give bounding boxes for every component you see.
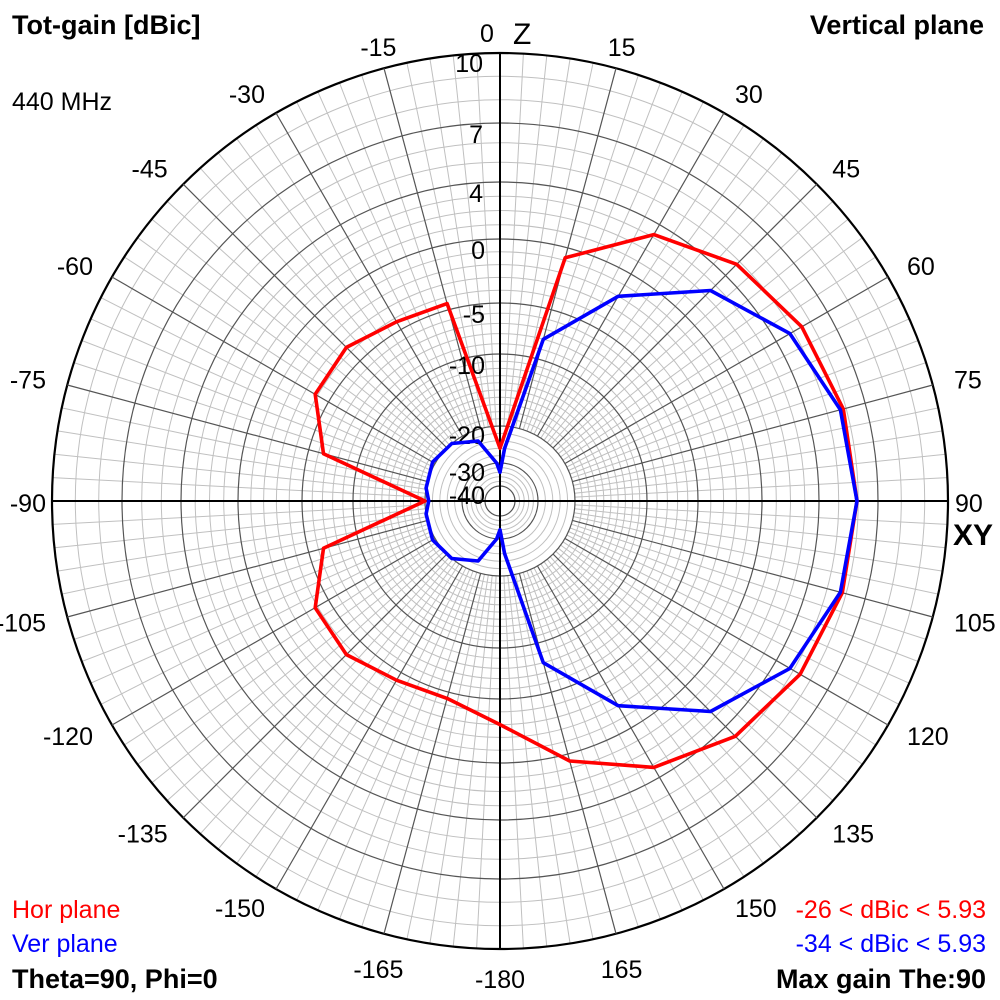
angle-tick-label: -165 bbox=[353, 956, 403, 984]
angle-tick-label: 120 bbox=[907, 723, 949, 751]
range-ver-plane: -34 < dBic < 5.93 bbox=[795, 930, 986, 958]
major-spoke bbox=[572, 384, 933, 483]
angle-tick-label: -90 bbox=[10, 490, 46, 518]
radial-tick-label: 0 bbox=[471, 237, 485, 265]
range-hor-plane: -26 < dBic < 5.93 bbox=[795, 896, 986, 924]
major-spoke bbox=[536, 112, 725, 437]
angle-tick-label: 45 bbox=[832, 156, 860, 184]
angle-tick-label: -75 bbox=[10, 366, 46, 394]
angle-tick-label: 165 bbox=[601, 956, 643, 984]
major-spoke bbox=[67, 519, 428, 618]
status-max-gain: Max gain The:90 bbox=[775, 964, 986, 994]
radial-tick-label: -40 bbox=[449, 482, 485, 510]
axis-label-xy: XY bbox=[953, 519, 993, 552]
radial-tick-label: 7 bbox=[469, 121, 483, 149]
angle-tick-label: -30 bbox=[229, 81, 265, 109]
major-spoke bbox=[564, 537, 889, 726]
major-spoke bbox=[552, 553, 818, 819]
angle-tick-label: -180 bbox=[475, 966, 525, 994]
angle-tick-label: -105 bbox=[0, 610, 46, 638]
angle-tick-label: -15 bbox=[360, 34, 396, 62]
legend-ver-plane: Ver plane bbox=[12, 930, 118, 958]
major-spoke bbox=[383, 573, 482, 934]
major-spoke bbox=[67, 384, 428, 483]
radial-tick-label: -30 bbox=[449, 459, 485, 487]
major-spoke bbox=[518, 68, 617, 429]
chart-title: Tot-gain [dBic] bbox=[12, 10, 201, 40]
plane-title: Vertical plane bbox=[809, 10, 984, 40]
angle-tick-label: 0 bbox=[480, 20, 494, 48]
legend-hor-plane: Hor plane bbox=[12, 896, 121, 924]
major-spoke bbox=[383, 68, 482, 429]
major-spoke bbox=[536, 565, 725, 890]
major-spoke bbox=[572, 519, 933, 618]
major-spoke bbox=[564, 276, 889, 465]
angle-tick-label: 30 bbox=[735, 81, 763, 109]
major-spoke bbox=[275, 112, 464, 437]
major-spoke bbox=[111, 276, 436, 465]
ver-plane-trace bbox=[424, 288, 859, 714]
major-spoke bbox=[182, 553, 448, 819]
angle-tick-label: 75 bbox=[954, 366, 982, 394]
traces bbox=[313, 232, 859, 770]
angle-tick-label: 105 bbox=[954, 610, 996, 638]
axis-label-z: Z bbox=[513, 18, 531, 51]
frequency-label: 440 MHz bbox=[12, 88, 113, 116]
radial-tick-label: 4 bbox=[469, 180, 483, 208]
status-theta-phi: Theta=90, Phi=0 bbox=[12, 964, 218, 994]
major-spoke bbox=[518, 573, 617, 934]
angle-tick-label: -135 bbox=[118, 820, 168, 848]
angle-tick-label: 150 bbox=[735, 895, 777, 923]
angle-tick-label: 60 bbox=[907, 253, 935, 281]
radial-tick-label: 10 bbox=[455, 50, 483, 78]
angle-tick-label: 135 bbox=[832, 820, 874, 848]
radial-tick-label: -5 bbox=[463, 301, 485, 329]
angle-tick-label: -120 bbox=[43, 723, 93, 751]
angle-tick-labels: 0 153045607590105120135150165-180-165-150… bbox=[0, 20, 996, 994]
major-spoke bbox=[111, 537, 436, 726]
angle-tick-label: 15 bbox=[608, 34, 636, 62]
major-spoke bbox=[552, 183, 818, 449]
angle-tick-label: -150 bbox=[215, 895, 265, 923]
major-spoke bbox=[275, 565, 464, 890]
angle-tick-label: -45 bbox=[132, 156, 168, 184]
hor-plane-trace bbox=[313, 232, 859, 770]
angle-tick-label: -60 bbox=[57, 253, 93, 281]
major-grid bbox=[50, 51, 950, 951]
radial-tick-label: -20 bbox=[449, 422, 485, 450]
major-spoke bbox=[182, 183, 448, 449]
angle-tick-label: 90 bbox=[955, 490, 983, 518]
